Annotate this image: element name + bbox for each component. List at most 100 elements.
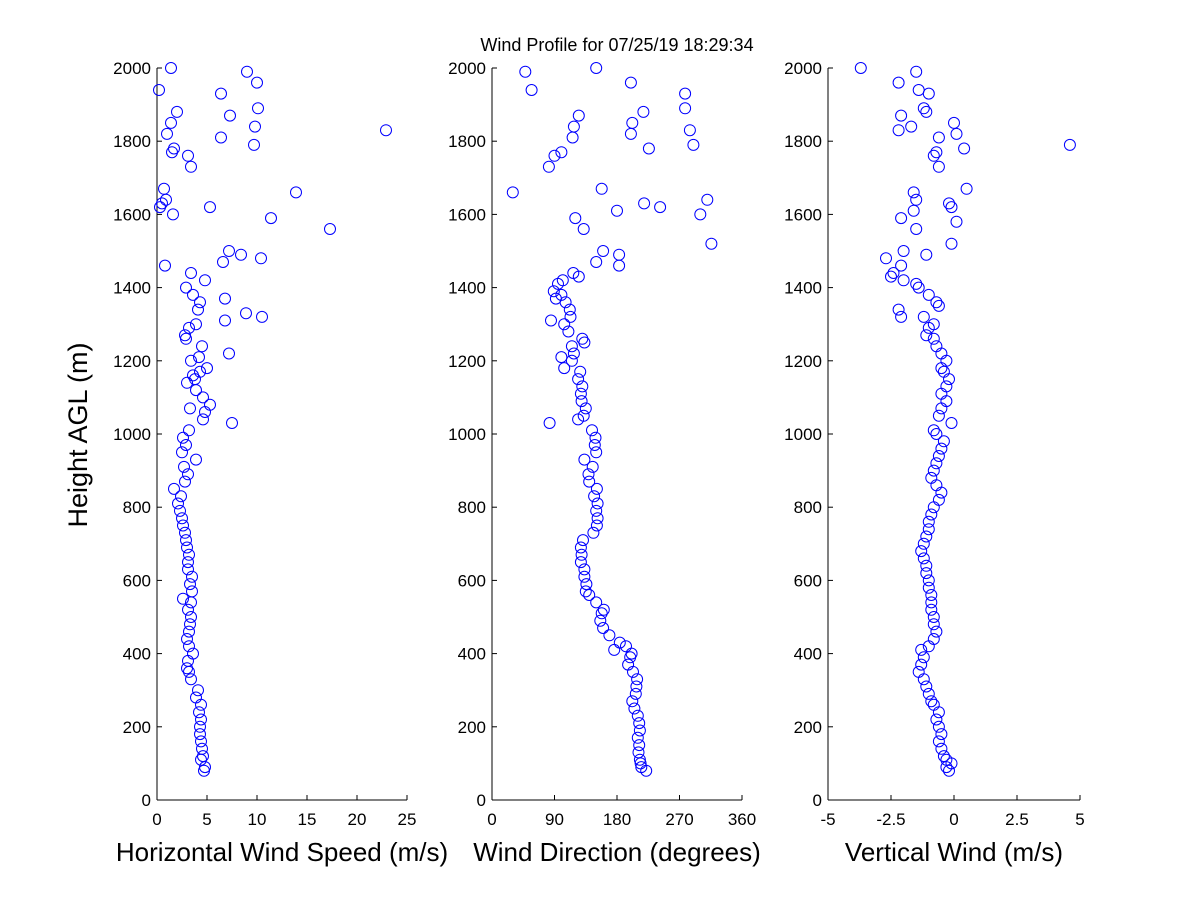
- data-point: [895, 310, 908, 323]
- y-tick-label: 1600: [448, 205, 486, 224]
- data-point: [195, 698, 207, 711]
- data-point: [324, 223, 336, 235]
- data-point: [184, 402, 196, 415]
- data-series: [854, 62, 1076, 777]
- data-point: [219, 314, 231, 327]
- data-point: [925, 589, 938, 601]
- y-tick-label: 200: [794, 718, 822, 737]
- data-point: [182, 603, 194, 616]
- data-point: [935, 728, 948, 741]
- data-point: [182, 563, 194, 576]
- data-point: [590, 256, 603, 268]
- data-point: [950, 215, 963, 228]
- data-series: [506, 62, 718, 777]
- data-point: [958, 142, 971, 155]
- data-point: [940, 354, 953, 367]
- data-point: [935, 402, 948, 415]
- data-point: [177, 592, 189, 605]
- data-point: [633, 753, 646, 766]
- data-point: [577, 534, 589, 547]
- data-point: [197, 391, 209, 404]
- data-point: [630, 680, 643, 693]
- x-tick-label: 180: [603, 810, 631, 829]
- y-tick-label: 1000: [113, 425, 151, 444]
- data-point: [927, 618, 940, 631]
- data-point: [187, 647, 199, 660]
- data-point: [633, 724, 646, 737]
- data-point: [628, 702, 641, 715]
- data-point: [542, 160, 555, 173]
- y-tick-label: 400: [458, 645, 486, 664]
- data-point: [563, 303, 576, 316]
- data-point: [217, 256, 229, 268]
- y-tick-label: 0: [477, 791, 486, 810]
- data-point: [910, 277, 923, 290]
- data-point: [181, 541, 193, 554]
- data-point: [193, 706, 205, 719]
- data-point: [626, 695, 639, 708]
- data-point: [917, 102, 930, 115]
- data-point: [196, 742, 208, 755]
- data-point: [181, 662, 193, 675]
- data-point: [854, 62, 867, 74]
- data-point: [927, 318, 940, 331]
- data-point: [920, 567, 933, 580]
- data-point: [182, 654, 194, 667]
- data-point: [186, 570, 198, 583]
- data-point: [930, 340, 943, 353]
- y-tick-label: 1400: [784, 279, 822, 298]
- data-point: [943, 373, 955, 386]
- data-point: [594, 614, 607, 627]
- data-point: [185, 160, 197, 173]
- data-point: [613, 248, 626, 261]
- data-point: [196, 340, 208, 353]
- y-tick-label: 1200: [448, 352, 486, 371]
- data-point: [192, 684, 204, 697]
- data-point: [920, 680, 933, 693]
- data-point: [180, 281, 192, 294]
- data-series: [153, 62, 392, 777]
- y-tick-label: 2000: [113, 59, 151, 78]
- data-point: [184, 578, 196, 591]
- data-point: [566, 131, 579, 144]
- y-tick-label: 600: [458, 571, 486, 590]
- y-tick-label: 800: [458, 498, 486, 517]
- data-point: [917, 651, 930, 664]
- data-point: [925, 508, 938, 521]
- data-point: [543, 417, 556, 429]
- y-tick-label: 1800: [448, 132, 486, 151]
- data-point: [578, 570, 591, 583]
- data-point: [178, 460, 190, 473]
- data-point: [935, 387, 948, 400]
- data-point: [625, 647, 638, 660]
- data-point: [595, 607, 608, 620]
- data-point: [590, 596, 603, 609]
- data-point: [165, 62, 177, 74]
- data-point: [194, 296, 206, 309]
- data-point: [920, 329, 933, 342]
- y-tick-label: 400: [123, 645, 151, 664]
- data-point: [917, 673, 930, 686]
- data-point: [940, 753, 953, 766]
- data-point: [182, 468, 194, 481]
- data-point: [182, 149, 194, 162]
- data-point: [654, 201, 667, 214]
- x-axis-label: Horizontal Wind Speed (m/s): [116, 837, 448, 867]
- data-point: [588, 439, 601, 451]
- data-point: [575, 548, 588, 561]
- data-point: [578, 563, 591, 576]
- data-point: [912, 665, 925, 678]
- data-point: [223, 245, 235, 257]
- data-point: [927, 464, 940, 477]
- x-tick-label: 20: [348, 810, 367, 829]
- data-point: [932, 131, 945, 144]
- data-point: [224, 109, 236, 122]
- data-point: [622, 658, 635, 671]
- subplot-3: 0 200 400 600 800 1000 1200 1400 1600 1800 2000 -5 -…: [784, 59, 1085, 867]
- data-point: [562, 325, 575, 338]
- data-point: [194, 728, 206, 741]
- data-point: [176, 512, 188, 525]
- data-point: [195, 713, 207, 726]
- data-point: [922, 523, 935, 536]
